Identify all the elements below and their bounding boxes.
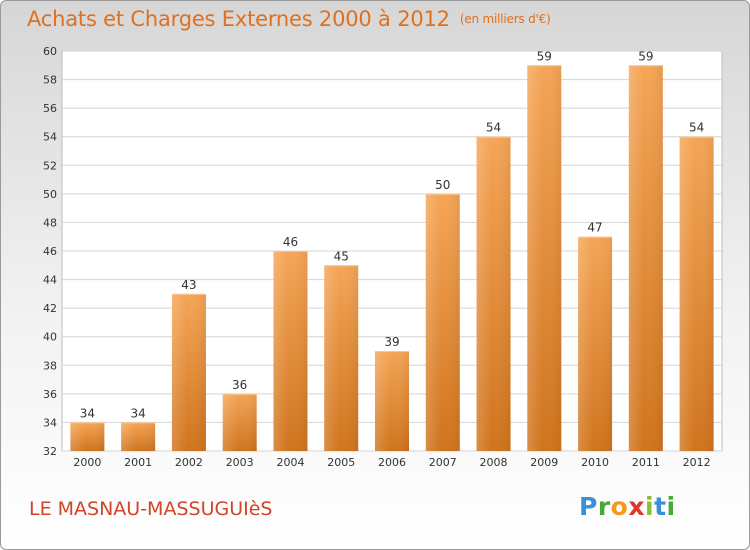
- y-axis-ticks: 32 34 36 38 40 42 44 46 48 50 52 54 56 58 60: [43, 45, 57, 458]
- y-tick-label: 56: [43, 102, 57, 115]
- data-label: 54: [689, 121, 704, 135]
- y-tick-label: 32: [43, 445, 57, 458]
- x-tick-label: 2010: [581, 456, 609, 469]
- chart-title-text: Achats et Charges Externes 2000 à 2012: [27, 7, 450, 31]
- chart-unit: (en milliers d'€): [459, 12, 551, 26]
- y-tick-label: 36: [43, 388, 57, 401]
- x-tick-label: 2003: [226, 456, 254, 469]
- data-label: 34: [131, 406, 146, 420]
- x-tick-label: 2012: [683, 456, 711, 469]
- x-axis-ticks: 2000 2001 2002 2003 2004 2005 2006 2007 2008 2009…: [73, 456, 710, 469]
- data-label: 43: [181, 278, 196, 292]
- y-tick-label: 40: [43, 331, 57, 344]
- y-tick-label: 58: [43, 74, 57, 87]
- data-label: 47: [587, 221, 602, 235]
- x-tick-label: 2001: [124, 456, 152, 469]
- data-label: 54: [486, 121, 501, 135]
- y-tick-label: 42: [43, 302, 57, 315]
- bar-shine: [324, 265, 359, 451]
- x-tick-label: 2008: [480, 456, 508, 469]
- data-labels: 34 34 43 36 46 45 39 50 54 59 47 59 54: [80, 49, 705, 420]
- data-label: 59: [537, 49, 552, 63]
- y-tick-label: 48: [43, 216, 57, 229]
- x-tick-label: 2011: [632, 456, 660, 469]
- bar-shine: [70, 422, 105, 451]
- x-tick-label: 2002: [175, 456, 203, 469]
- bar-shine: [375, 351, 409, 451]
- chart-title: Achats et Charges Externes 2000 à 2012 (e…: [27, 7, 551, 31]
- x-tick-label: 2007: [429, 456, 457, 469]
- y-tick-label: 54: [43, 131, 57, 144]
- proxiti-logo[interactable]: Proxiti: [579, 492, 676, 521]
- bar-shine: [121, 422, 156, 451]
- bar-shine: [476, 136, 511, 451]
- bar-shine: [527, 65, 562, 452]
- y-tick-label: 34: [43, 416, 57, 429]
- bar-shine: [628, 65, 663, 452]
- data-label: 46: [283, 235, 298, 249]
- data-label: 45: [334, 249, 349, 263]
- data-label: 50: [435, 178, 450, 192]
- x-tick-label: 2004: [276, 456, 304, 469]
- bar-shine: [273, 251, 308, 451]
- x-tick-label: 2006: [378, 456, 406, 469]
- bar-shine: [171, 293, 206, 451]
- bar-shine: [425, 193, 460, 451]
- bar-shine: [679, 136, 714, 451]
- data-label: 59: [638, 49, 653, 63]
- x-tick-label: 2000: [73, 456, 101, 469]
- bars: [70, 65, 714, 452]
- y-tick-label: 52: [43, 159, 57, 172]
- data-label: 34: [80, 406, 95, 420]
- y-tick-label: 60: [43, 45, 57, 58]
- x-tick-label: 2005: [327, 456, 355, 469]
- y-tick-label: 44: [43, 274, 57, 287]
- data-label: 39: [384, 335, 399, 349]
- y-tick-label: 46: [43, 245, 57, 258]
- data-label: 36: [232, 378, 247, 392]
- x-tick-label: 2009: [530, 456, 558, 469]
- y-tick-label: 50: [43, 188, 57, 201]
- y-tick-label: 38: [43, 359, 57, 372]
- bar-shine: [578, 236, 613, 451]
- bar-shine: [222, 393, 257, 451]
- commune-name: LE MASNAU-MASSUGUIèS: [29, 498, 273, 520]
